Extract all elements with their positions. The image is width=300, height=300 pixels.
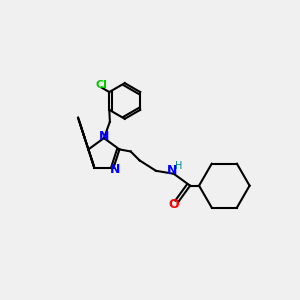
Text: N: N <box>110 163 120 176</box>
Text: N: N <box>99 130 109 143</box>
Text: Cl: Cl <box>96 80 107 90</box>
Text: O: O <box>169 199 179 212</box>
Text: N: N <box>167 164 178 177</box>
Text: H: H <box>176 161 183 171</box>
